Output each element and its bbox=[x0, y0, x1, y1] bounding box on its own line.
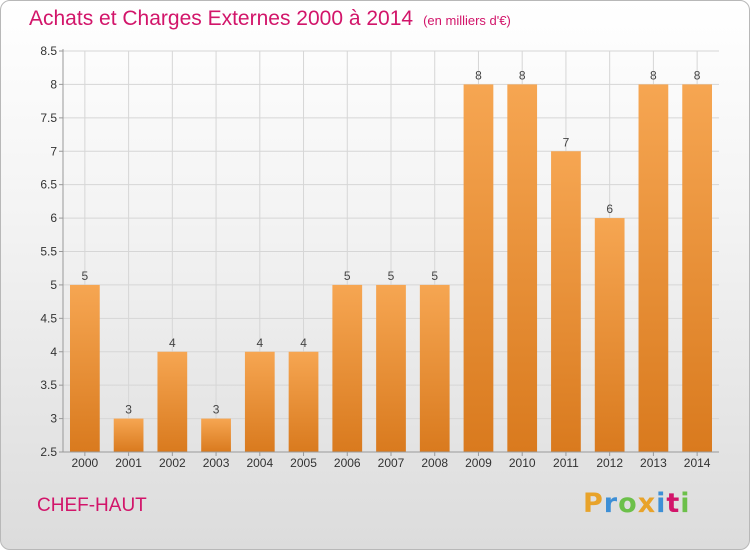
data-label: 8 bbox=[519, 68, 526, 82]
bar bbox=[507, 84, 538, 453]
bar bbox=[594, 218, 625, 452]
bar bbox=[638, 84, 669, 453]
x-tick-label: 2007 bbox=[378, 456, 405, 470]
data-label: 7 bbox=[563, 135, 570, 149]
unit-label: (en milliers d'€) bbox=[423, 13, 511, 28]
y-tick-label: 4.5 bbox=[40, 311, 57, 325]
bar bbox=[201, 418, 231, 452]
x-tick-label: 2008 bbox=[421, 456, 448, 470]
data-label: 5 bbox=[82, 269, 89, 283]
x-tick-label: 2013 bbox=[640, 456, 667, 470]
bar bbox=[463, 84, 494, 453]
y-tick-label: 3 bbox=[50, 412, 57, 426]
bar bbox=[288, 351, 319, 452]
x-tick-label: 2001 bbox=[115, 456, 142, 470]
logo-letter: i bbox=[656, 488, 667, 519]
data-label: 8 bbox=[475, 68, 482, 82]
x-tick-label: 2014 bbox=[684, 456, 711, 470]
x-tick-label: 2002 bbox=[159, 456, 186, 470]
chart-title: Achats et Charges Externes 2000 à 2014 (e… bbox=[29, 7, 511, 31]
x-tick-label: 2009 bbox=[465, 456, 492, 470]
y-tick-label: 8 bbox=[50, 77, 57, 91]
logo-letter: t bbox=[666, 488, 681, 519]
data-label: 4 bbox=[169, 336, 176, 350]
y-tick-label: 8.5 bbox=[40, 44, 57, 58]
value-labels: 5 3 4 3 4 4 5 5 5 8 8 7 6 8 8 bbox=[82, 68, 701, 416]
data-label: 4 bbox=[300, 336, 307, 350]
bar bbox=[551, 151, 581, 452]
bar bbox=[157, 351, 188, 452]
y-tick-label: 4 bbox=[50, 345, 57, 359]
y-tick-label: 7 bbox=[50, 144, 57, 158]
x-tick-label: 2003 bbox=[203, 456, 230, 470]
data-label: 5 bbox=[388, 269, 395, 283]
bar bbox=[682, 84, 713, 453]
logo-letter: P bbox=[583, 488, 604, 519]
bar bbox=[244, 351, 275, 452]
y-tick-label: 3.5 bbox=[40, 378, 57, 392]
bar bbox=[332, 284, 363, 452]
x-tick-label: 2006 bbox=[334, 456, 361, 470]
x-tick-label: 2010 bbox=[509, 456, 536, 470]
data-label: 3 bbox=[213, 403, 220, 417]
x-tick-label: 2004 bbox=[246, 456, 273, 470]
bar bbox=[69, 284, 100, 452]
data-label: 4 bbox=[256, 336, 263, 350]
axes: 2.5 3 3.5 4 4.5 5 5.5 6 6.5 7 7.5 8 8.5 2000 2001 2002 2… bbox=[40, 44, 719, 470]
bar bbox=[113, 418, 144, 452]
y-tick-label: 6.5 bbox=[40, 178, 57, 192]
x-tick-label: 2012 bbox=[596, 456, 623, 470]
data-label: 6 bbox=[606, 202, 613, 216]
data-label: 5 bbox=[344, 269, 351, 283]
y-tick-label: 5.5 bbox=[40, 245, 57, 259]
place-name: CHEF-HAUT bbox=[37, 495, 147, 516]
data-label: 3 bbox=[125, 403, 132, 417]
y-tick-label: 5 bbox=[50, 278, 57, 292]
data-label: 8 bbox=[650, 68, 657, 82]
bar bbox=[376, 284, 406, 452]
logo-letter: x bbox=[637, 488, 657, 519]
logo-letter: r bbox=[603, 488, 619, 519]
logo-letter: o bbox=[618, 488, 638, 519]
data-label: 8 bbox=[694, 68, 701, 82]
data-label: 5 bbox=[431, 269, 438, 283]
x-tick-label: 2005 bbox=[290, 456, 317, 470]
y-tick-label: 2.5 bbox=[40, 445, 57, 459]
y-tick-label: 7.5 bbox=[40, 111, 57, 125]
bar bbox=[419, 284, 450, 452]
proxiti-logo: Proxiti bbox=[583, 488, 691, 519]
logo-letter: i bbox=[680, 488, 691, 519]
title-text: Achats et Charges Externes 2000 à 2014 bbox=[29, 7, 414, 30]
x-tick-label: 2011 bbox=[553, 456, 579, 470]
bars bbox=[69, 84, 713, 453]
x-tick-label: 2000 bbox=[72, 456, 99, 470]
y-tick-label: 6 bbox=[50, 211, 57, 225]
